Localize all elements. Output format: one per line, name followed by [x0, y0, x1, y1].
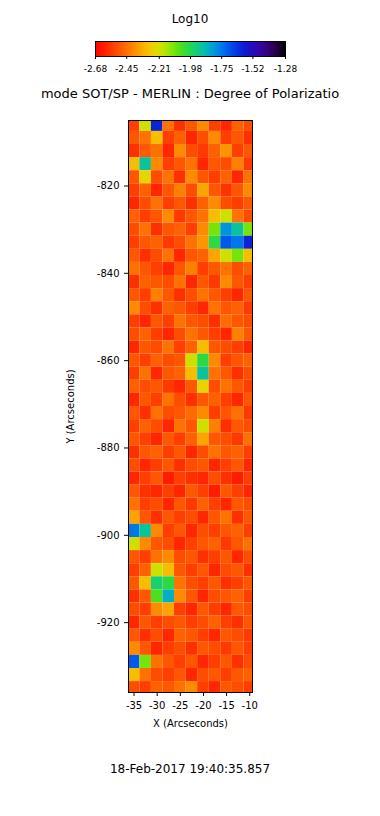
html-text:18-Feb-2017 19:40:35.857: 18-Feb-2017 19:40:35.857 — [109, 762, 271, 776]
svg-text:-2.21: -2.21 — [148, 64, 171, 74]
svg-text:-1.28: -1.28 — [274, 64, 298, 74]
svg-text:-1.98: -1.98 — [179, 64, 203, 74]
svg-text:-1.75: -1.75 — [210, 64, 233, 74]
svg-text:-920: -920 — [97, 617, 120, 628]
svg-text:Y (Arcseconds): Y (Arcseconds) — [65, 369, 76, 444]
svg-text:-840: -840 — [97, 268, 120, 279]
html-text:mode SOT/SP - MERLIN : Degree: mode SOT/SP - MERLIN : Degree of Polariz… — [40, 86, 340, 101]
svg-text:-20: -20 — [195, 700, 211, 711]
svg-text:-25: -25 — [172, 700, 188, 711]
svg-text:-880: -880 — [97, 442, 120, 453]
svg-text:-2.45: -2.45 — [115, 64, 138, 74]
svg-text:-35: -35 — [126, 700, 142, 711]
html-text:Log10: Log10 — [171, 12, 209, 26]
svg-text:X (Arcseconds): X (Arcseconds) — [153, 718, 228, 729]
svg-text:-820: -820 — [97, 180, 120, 191]
svg-text:-10: -10 — [242, 700, 258, 711]
svg-text:-900: -900 — [97, 530, 120, 541]
svg-text:-1.52: -1.52 — [241, 64, 264, 74]
svg-text:-15: -15 — [218, 700, 234, 711]
svg-text:-2.68: -2.68 — [84, 64, 108, 74]
svg-text:-30: -30 — [149, 700, 165, 711]
svg-text:-860: -860 — [97, 355, 120, 366]
